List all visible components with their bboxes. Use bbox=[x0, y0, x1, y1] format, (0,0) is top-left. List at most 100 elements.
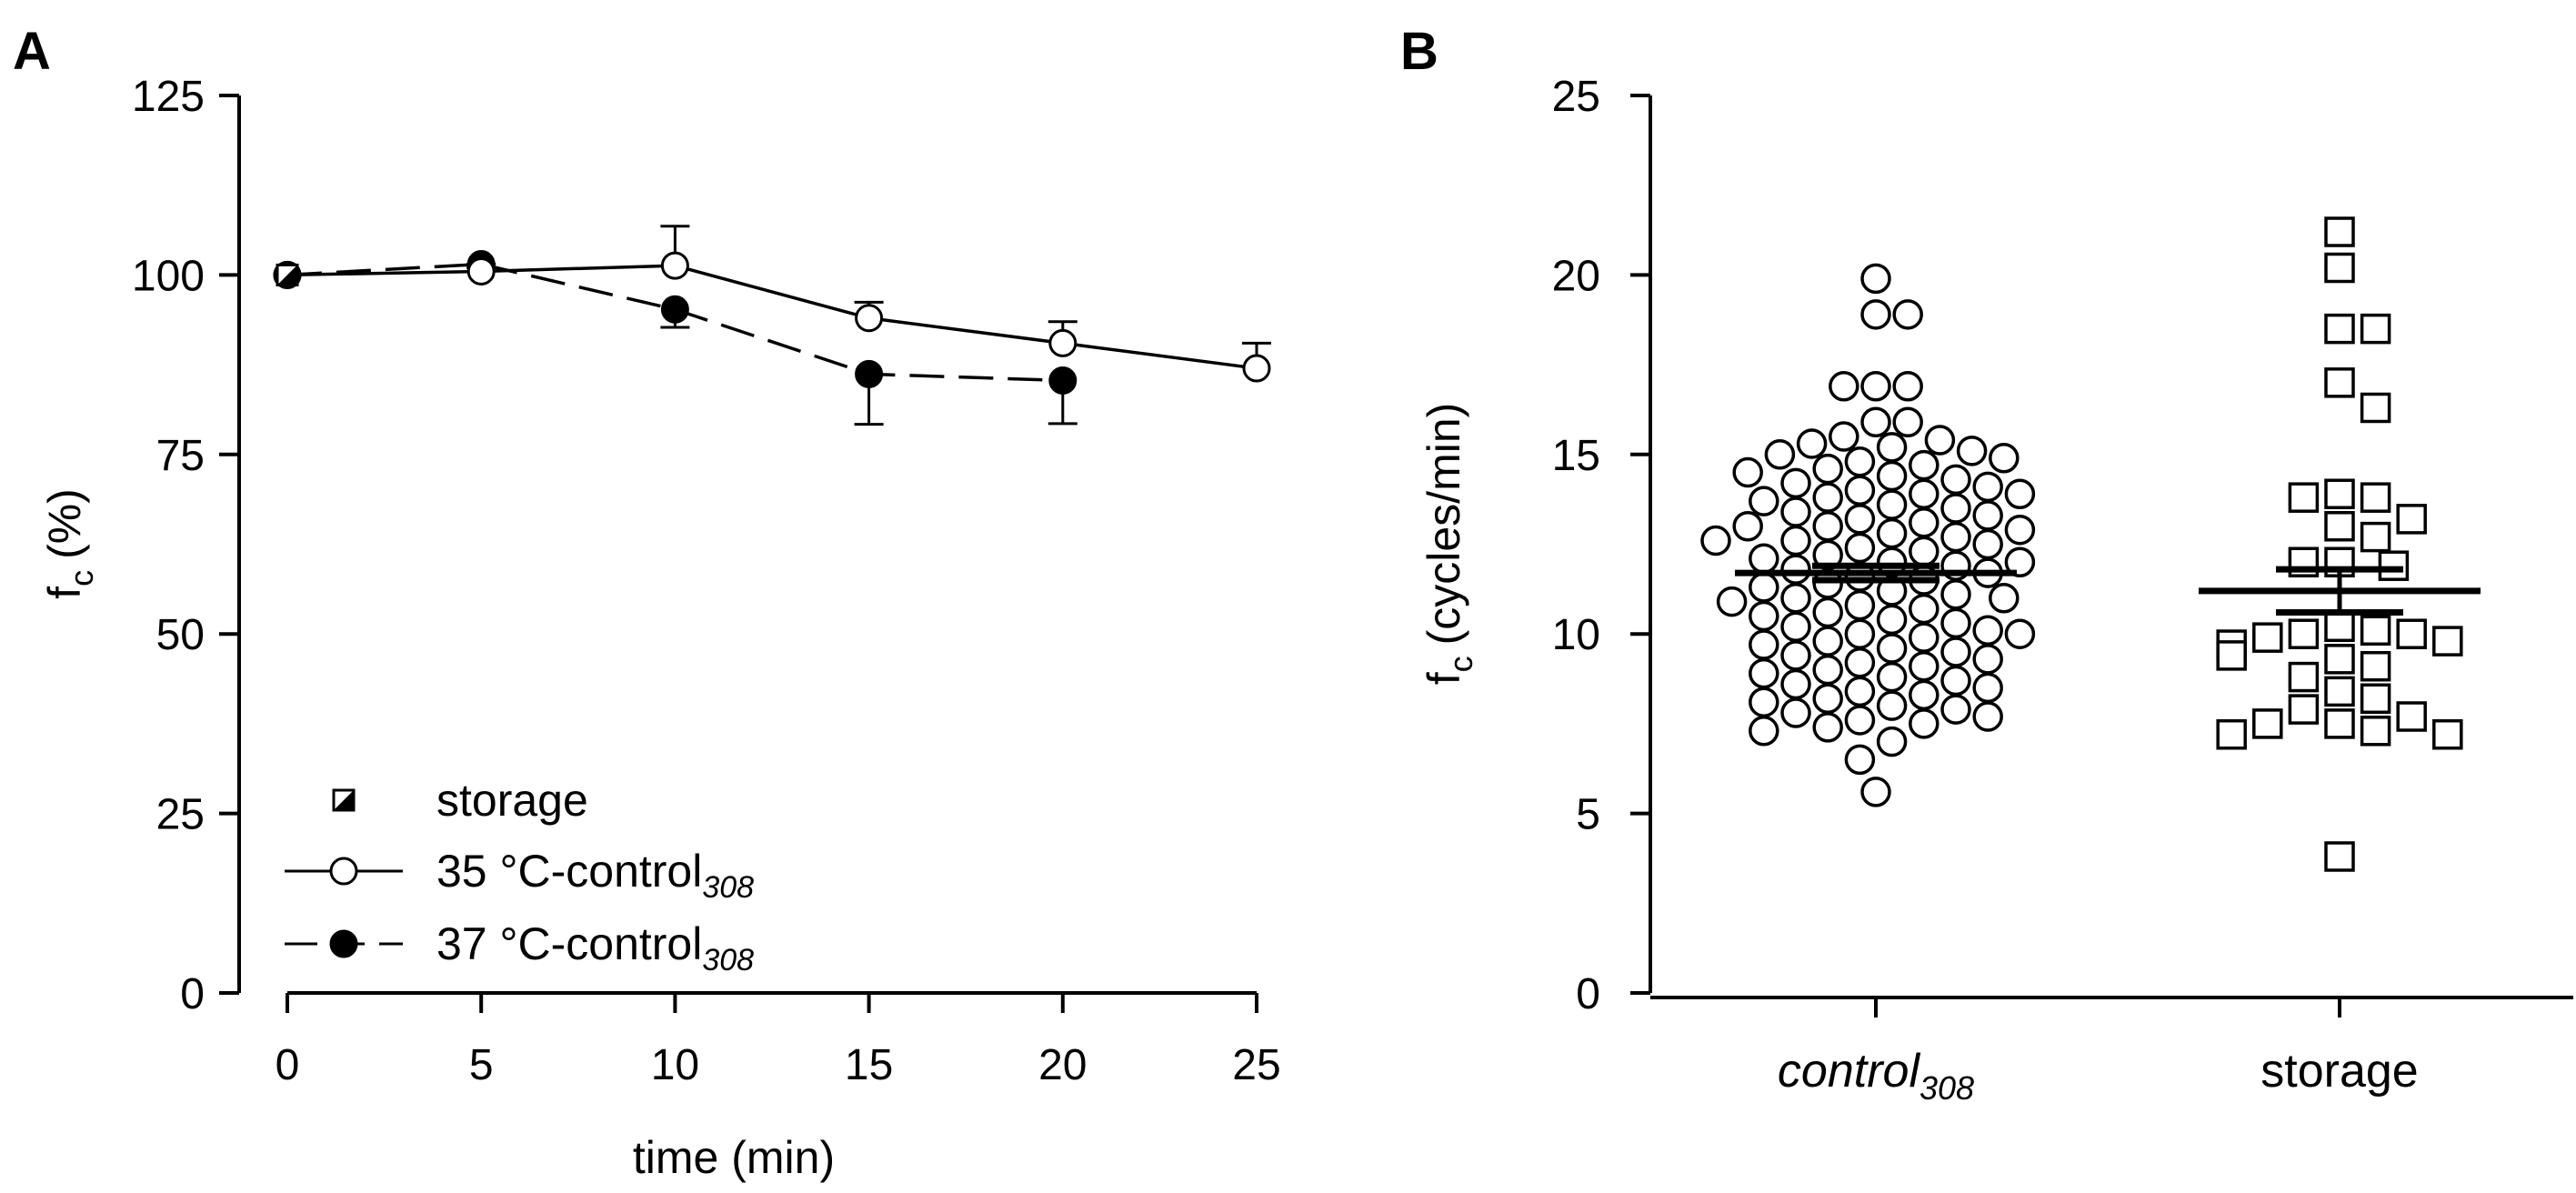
data-point bbox=[2004, 618, 2036, 649]
legend-item-37c: 37 °C-control308 bbox=[285, 918, 754, 977]
data-point bbox=[2324, 511, 2355, 542]
data-point bbox=[1844, 744, 1876, 776]
y-tick-label: 25 bbox=[1552, 73, 1600, 121]
data-point bbox=[1844, 504, 1876, 535]
data-point bbox=[1909, 679, 1940, 711]
data-point bbox=[1909, 536, 1940, 567]
data-point bbox=[1909, 449, 1940, 481]
data-point bbox=[1860, 371, 1891, 402]
data-point bbox=[2432, 718, 2463, 750]
data-point bbox=[2324, 708, 2355, 739]
data-point bbox=[2004, 514, 2036, 546]
data-point bbox=[2360, 521, 2391, 553]
series-line bbox=[286, 264, 1258, 370]
data-point bbox=[1876, 460, 1908, 492]
data-point bbox=[1989, 582, 2020, 614]
data-point bbox=[1909, 622, 1940, 653]
data-point bbox=[1892, 406, 1923, 438]
panel-b-letter: B bbox=[1400, 22, 1438, 81]
data-point bbox=[1749, 716, 1779, 747]
data-point bbox=[2324, 367, 2355, 398]
data-point bbox=[2360, 716, 2391, 747]
data-point bbox=[1876, 633, 1908, 664]
data-point bbox=[660, 251, 689, 280]
data-point bbox=[2360, 683, 2391, 715]
category-label-main: control bbox=[1778, 1045, 1921, 1098]
series-control308 bbox=[1700, 263, 2036, 807]
data-point bbox=[1749, 600, 1779, 632]
data-point bbox=[855, 304, 884, 333]
panel-b-y-ticks: 0 5 10 15 20 25 bbox=[1552, 73, 1650, 1018]
data-point bbox=[1780, 668, 1811, 700]
data-point bbox=[2288, 618, 2320, 649]
series-storage bbox=[2199, 216, 2481, 872]
data-point bbox=[1989, 442, 2020, 474]
data-point bbox=[1812, 626, 1843, 657]
series-storage bbox=[276, 263, 299, 286]
data-point bbox=[1749, 486, 1779, 516]
y-tick-label: 50 bbox=[156, 611, 205, 659]
data-point bbox=[1749, 687, 1779, 717]
data-point bbox=[1812, 453, 1843, 485]
data-point bbox=[1780, 611, 1811, 643]
series-35c bbox=[273, 225, 1271, 383]
data-point bbox=[1972, 701, 2003, 732]
panel-a-y-ticks: 0 25 50 75 100 125 bbox=[132, 73, 239, 1018]
panel-b-y-label-unit: (cycles/min) bbox=[1418, 403, 1469, 646]
data-point bbox=[1940, 607, 1971, 639]
panel-a-legend: storage 35 °C-control308 37 °C-control30… bbox=[285, 775, 754, 977]
data-point bbox=[1764, 439, 1796, 470]
data-point bbox=[660, 295, 689, 324]
data-point bbox=[1956, 436, 1988, 466]
data-point bbox=[1812, 683, 1843, 715]
data-point bbox=[1812, 596, 1843, 628]
x-tick-label: 25 bbox=[1232, 1041, 1280, 1089]
data-point bbox=[2324, 313, 2355, 345]
data-point bbox=[1940, 637, 1971, 667]
data-point bbox=[1844, 589, 1876, 621]
data-point bbox=[1796, 428, 1828, 459]
legend-item-storage: storage bbox=[332, 775, 588, 826]
y-tick-label: 125 bbox=[132, 73, 205, 121]
panel-a: A 0 25 50 75 100 125 0 5 10 15 20 25 time (min) fc… bbox=[13, 22, 1281, 1183]
panel-b-y-label: fc (cycles/min) bbox=[1418, 403, 1479, 686]
data-point bbox=[1700, 525, 1731, 556]
data-point bbox=[1876, 726, 1908, 757]
legend-label-37c: 37 °C-control308 bbox=[436, 918, 754, 977]
legend-marker-storage bbox=[332, 788, 356, 812]
data-point bbox=[1732, 511, 1763, 542]
data-point bbox=[2004, 478, 2036, 509]
data-point bbox=[2378, 550, 2410, 581]
data-point bbox=[276, 263, 299, 286]
data-point bbox=[1972, 672, 2003, 704]
data-point bbox=[2252, 708, 2283, 739]
x-tick-label: 10 bbox=[651, 1041, 699, 1089]
data-point bbox=[2288, 694, 2320, 725]
data-point bbox=[1844, 647, 1876, 678]
data-point bbox=[1940, 464, 1971, 496]
data-point bbox=[1732, 456, 1763, 488]
data-point bbox=[1940, 493, 1971, 524]
data-point bbox=[1972, 471, 2003, 503]
legend-item-35c: 35 °C-control308 bbox=[285, 846, 754, 905]
data-point bbox=[1876, 489, 1908, 520]
data-point bbox=[2324, 611, 2355, 643]
data-point bbox=[2216, 718, 2247, 750]
data-point bbox=[1844, 618, 1876, 649]
data-point bbox=[1860, 263, 1891, 295]
y-tick-label: 15 bbox=[1552, 432, 1600, 480]
data-point bbox=[1940, 665, 1971, 697]
legend-label-storage: storage bbox=[436, 775, 588, 826]
x-tick-label: 0 bbox=[276, 1041, 300, 1089]
data-point bbox=[1844, 532, 1876, 564]
panel-b: B 0 5 10 15 20 25 control308 storage fc (cycles… bbox=[1400, 22, 2573, 1107]
data-point bbox=[1844, 446, 1876, 477]
data-point bbox=[1876, 661, 1908, 693]
data-point bbox=[2324, 216, 2355, 247]
y-tick-label: 25 bbox=[156, 791, 205, 839]
category-label: storage bbox=[2260, 1045, 2418, 1098]
data-point bbox=[2324, 252, 2355, 284]
data-point bbox=[2432, 626, 2463, 657]
data-point bbox=[1844, 676, 1876, 707]
x-tick-label: 15 bbox=[845, 1041, 893, 1089]
